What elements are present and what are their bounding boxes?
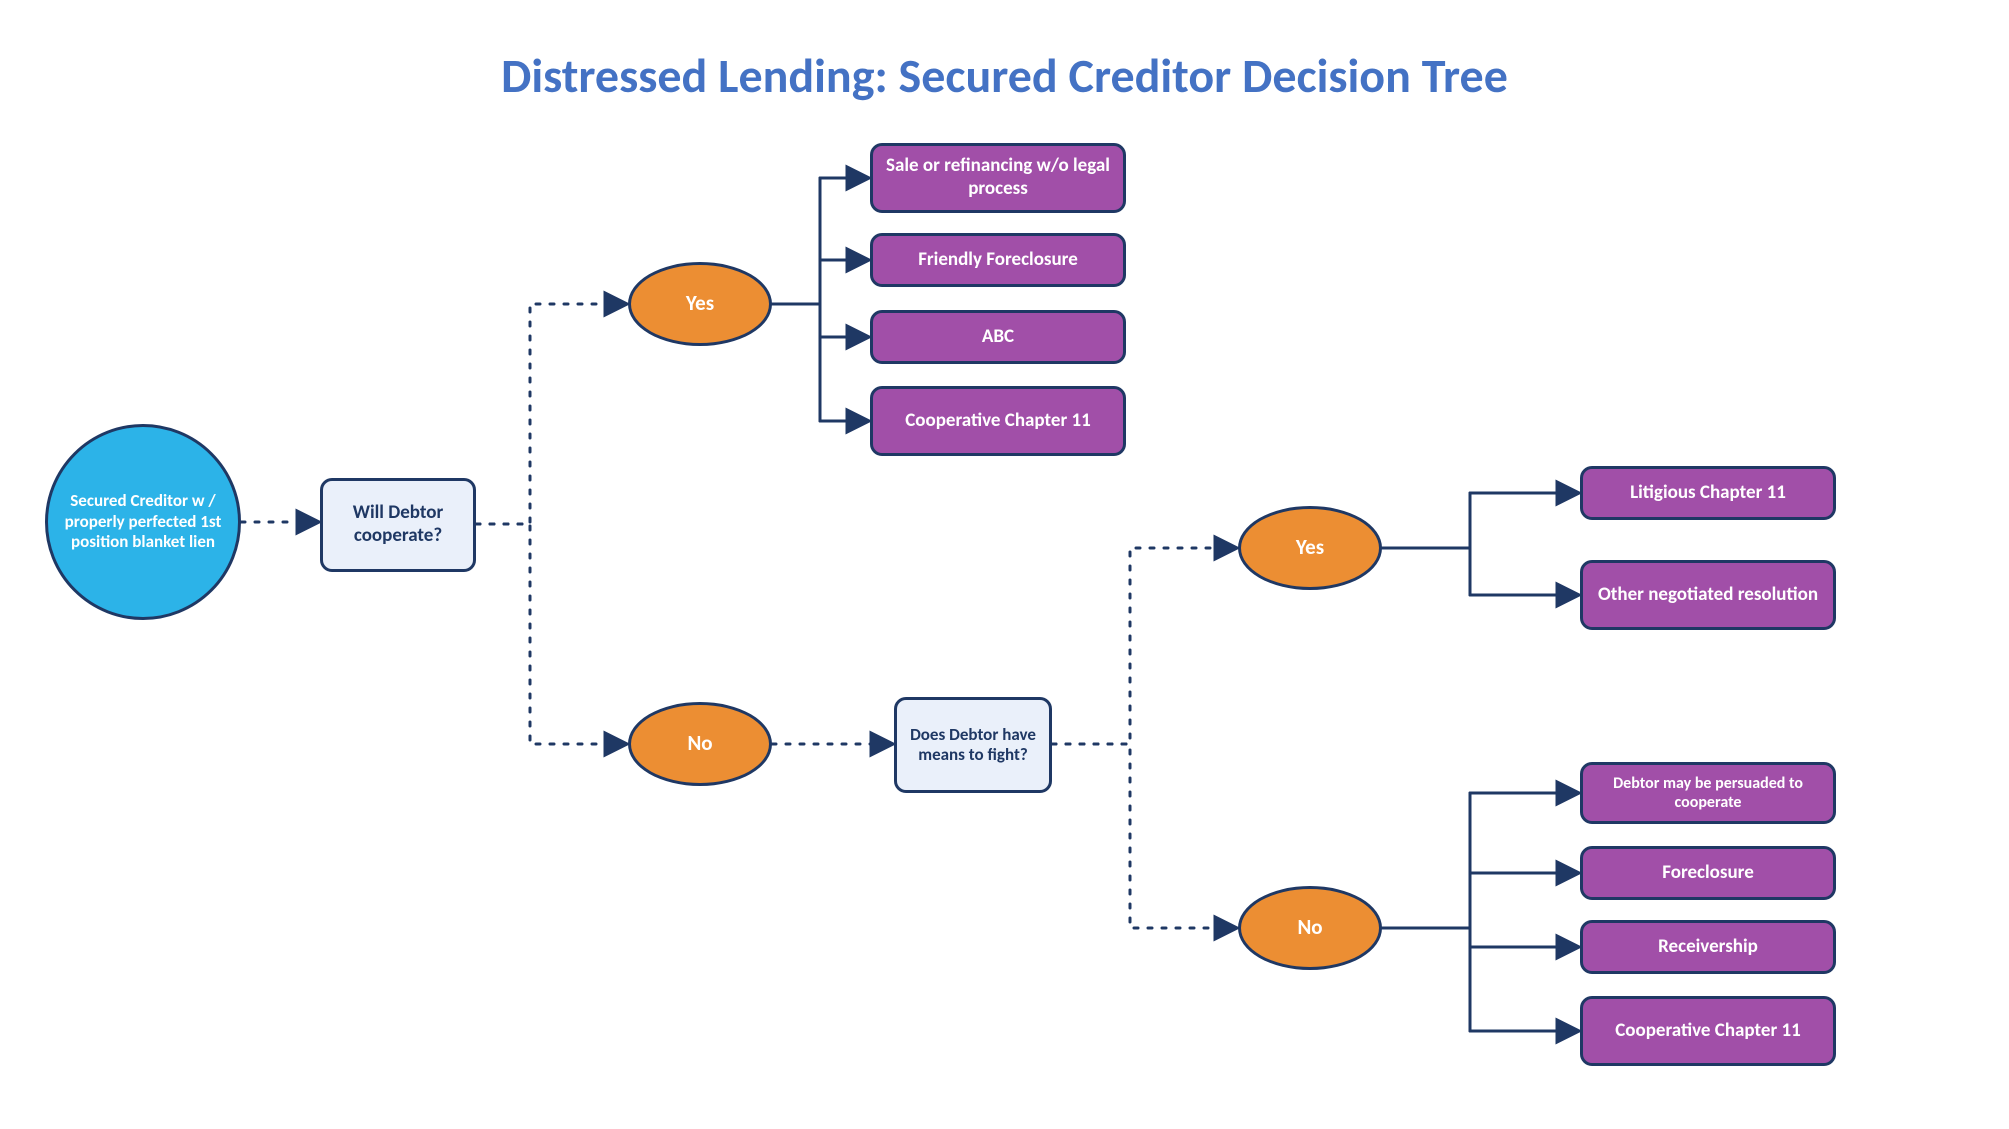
outcome-label: Cooperative Chapter 11 (1615, 1020, 1801, 1043)
decision-label: Yes (686, 291, 714, 316)
decision-no-1: No (628, 702, 772, 786)
outcome-label: Cooperative Chapter 11 (905, 410, 1091, 433)
outcome-sale-or-refinancing: Sale or refinancing w/o legal process (870, 143, 1126, 213)
outcome-cooperative-ch11-2: Cooperative Chapter 11 (1580, 996, 1836, 1066)
question-label: Will Debtor cooperate? (333, 502, 463, 548)
outcome-other-negotiated: Other negotiated resolution (1580, 560, 1836, 630)
outcome-friendly-foreclosure: Friendly Foreclosure (870, 233, 1126, 287)
question-does-debtor-have-means: Does Debtor have means to fight? (894, 697, 1052, 793)
page-title: Distressed Lending: Secured Creditor Dec… (0, 46, 2009, 105)
question-will-debtor-cooperate: Will Debtor cooperate? (320, 478, 476, 572)
outcome-abc: ABC (870, 310, 1126, 364)
decision-yes-1: Yes (628, 262, 772, 346)
start-node: Secured Creditor w / properly perfected … (45, 424, 241, 620)
outcome-cooperative-ch11-1: Cooperative Chapter 11 (870, 386, 1126, 456)
outcome-foreclosure: Foreclosure (1580, 846, 1836, 900)
decision-label: Yes (1296, 535, 1324, 560)
outcome-litigious-ch11: Litigious Chapter 11 (1580, 466, 1836, 520)
outcome-label: Other negotiated resolution (1598, 584, 1818, 607)
outcome-persuaded-cooperate: Debtor may be persuaded to cooperate (1580, 762, 1836, 824)
outcome-label: Litigious Chapter 11 (1630, 482, 1786, 505)
outcome-label: Foreclosure (1662, 862, 1754, 885)
question-label: Does Debtor have means to fight? (907, 725, 1039, 766)
decision-label: No (687, 731, 712, 756)
diagram-stage: Distressed Lending: Secured Creditor Dec… (0, 0, 2009, 1129)
outcome-label: Receivership (1658, 936, 1758, 959)
outcome-label: ABC (982, 326, 1014, 349)
outcome-receivership: Receivership (1580, 920, 1836, 974)
start-node-label: Secured Creditor w / properly perfected … (58, 491, 228, 552)
decision-no-2: No (1238, 886, 1382, 970)
outcome-label: Sale or refinancing w/o legal process (883, 155, 1113, 201)
outcome-label: Friendly Foreclosure (918, 249, 1078, 272)
outcome-label: Debtor may be persuaded to cooperate (1593, 774, 1823, 812)
decision-label: No (1297, 915, 1322, 940)
decision-yes-2: Yes (1238, 506, 1382, 590)
